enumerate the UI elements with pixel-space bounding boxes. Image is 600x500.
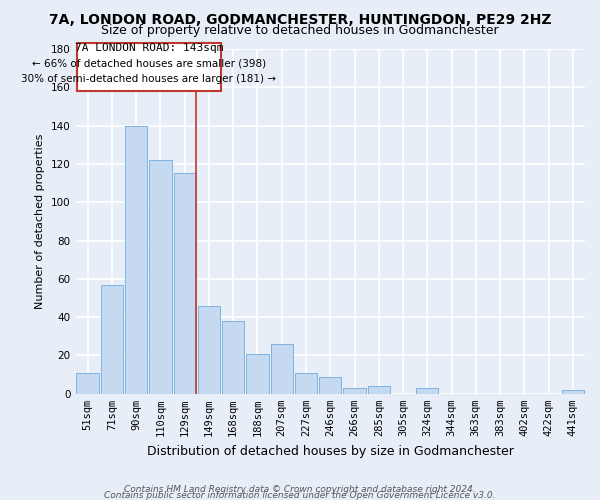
Bar — [562, 390, 584, 394]
Text: Contains HM Land Registry data © Crown copyright and database right 2024.: Contains HM Land Registry data © Crown c… — [124, 484, 476, 494]
Bar — [198, 306, 220, 394]
Text: 30% of semi-detached houses are larger (181) →: 30% of semi-detached houses are larger (… — [22, 74, 277, 84]
Bar — [319, 376, 341, 394]
Bar — [343, 388, 365, 394]
Bar — [76, 372, 99, 394]
Bar — [295, 372, 317, 394]
Bar — [173, 174, 196, 394]
Bar — [222, 321, 244, 394]
Bar — [101, 284, 123, 394]
Y-axis label: Number of detached properties: Number of detached properties — [35, 134, 46, 309]
Text: 7A LONDON ROAD: 143sqm: 7A LONDON ROAD: 143sqm — [74, 43, 223, 53]
Text: Size of property relative to detached houses in Godmanchester: Size of property relative to detached ho… — [101, 24, 499, 37]
Bar — [125, 126, 148, 394]
Bar — [368, 386, 390, 394]
Bar — [77, 43, 221, 91]
Text: 7A, LONDON ROAD, GODMANCHESTER, HUNTINGDON, PE29 2HZ: 7A, LONDON ROAD, GODMANCHESTER, HUNTINGD… — [49, 12, 551, 26]
X-axis label: Distribution of detached houses by size in Godmanchester: Distribution of detached houses by size … — [147, 444, 514, 458]
Text: Contains public sector information licensed under the Open Government Licence v3: Contains public sector information licen… — [104, 490, 496, 500]
Text: ← 66% of detached houses are smaller (398): ← 66% of detached houses are smaller (39… — [32, 58, 266, 68]
Bar — [247, 354, 269, 394]
Bar — [416, 388, 439, 394]
Bar — [149, 160, 172, 394]
Bar — [271, 344, 293, 394]
